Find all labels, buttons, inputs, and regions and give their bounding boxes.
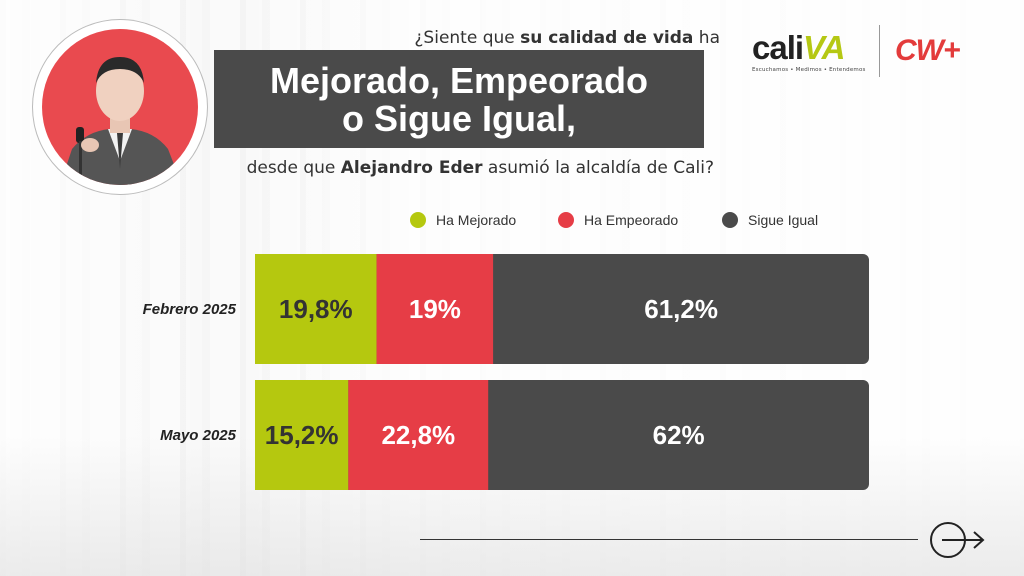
avatar-photo: [42, 29, 198, 185]
caliva-logo: caliVA Escuchamos • Medimos • Entendemos: [752, 29, 866, 80]
logo-divider: [879, 25, 880, 77]
banner-line-2: o Sigue Igual,: [341, 98, 577, 139]
question-banner: Mejorado, Empeorado o Sigue Igual,: [214, 50, 704, 148]
cw-plus-logo: CW+: [895, 34, 960, 67]
legend-dot-igual: [722, 212, 738, 228]
arrow-circle-icon[interactable]: [928, 520, 988, 560]
legend-item-empeorado: Ha Empeorado: [558, 212, 678, 228]
question-line-3: desde que Alejandro Eder asumió la alcal…: [246, 158, 714, 178]
legend-label-empeorado: Ha Empeorado: [584, 212, 679, 228]
avatar: [33, 20, 207, 194]
legend-dot-mejorado: [410, 212, 426, 228]
caliva-logo-va: VA: [803, 29, 845, 66]
banner-line-1: Mejorado, Empeorado: [269, 60, 649, 101]
footer-line: [420, 539, 918, 540]
legend-dot-empeorado: [558, 212, 574, 228]
legend-item-igual: Sigue Igual: [722, 212, 818, 228]
chart-legend: Ha Mejorado Ha Empeorado Sigue Igual: [410, 212, 860, 234]
legend-item-mejorado: Ha Mejorado: [410, 212, 516, 228]
background-gradient: [0, 436, 1024, 576]
legend-label-igual: Sigue Igual: [748, 212, 819, 228]
legend-label-mejorado: Ha Mejorado: [436, 212, 517, 228]
person-silhouette-icon: [60, 57, 182, 185]
caliva-logo-word: cali: [752, 29, 804, 66]
question-line-1: ¿Siente que su calidad de vida ha: [414, 28, 720, 48]
caliva-logo-tagline: Escuchamos • Medimos • Entendemos: [752, 67, 866, 73]
